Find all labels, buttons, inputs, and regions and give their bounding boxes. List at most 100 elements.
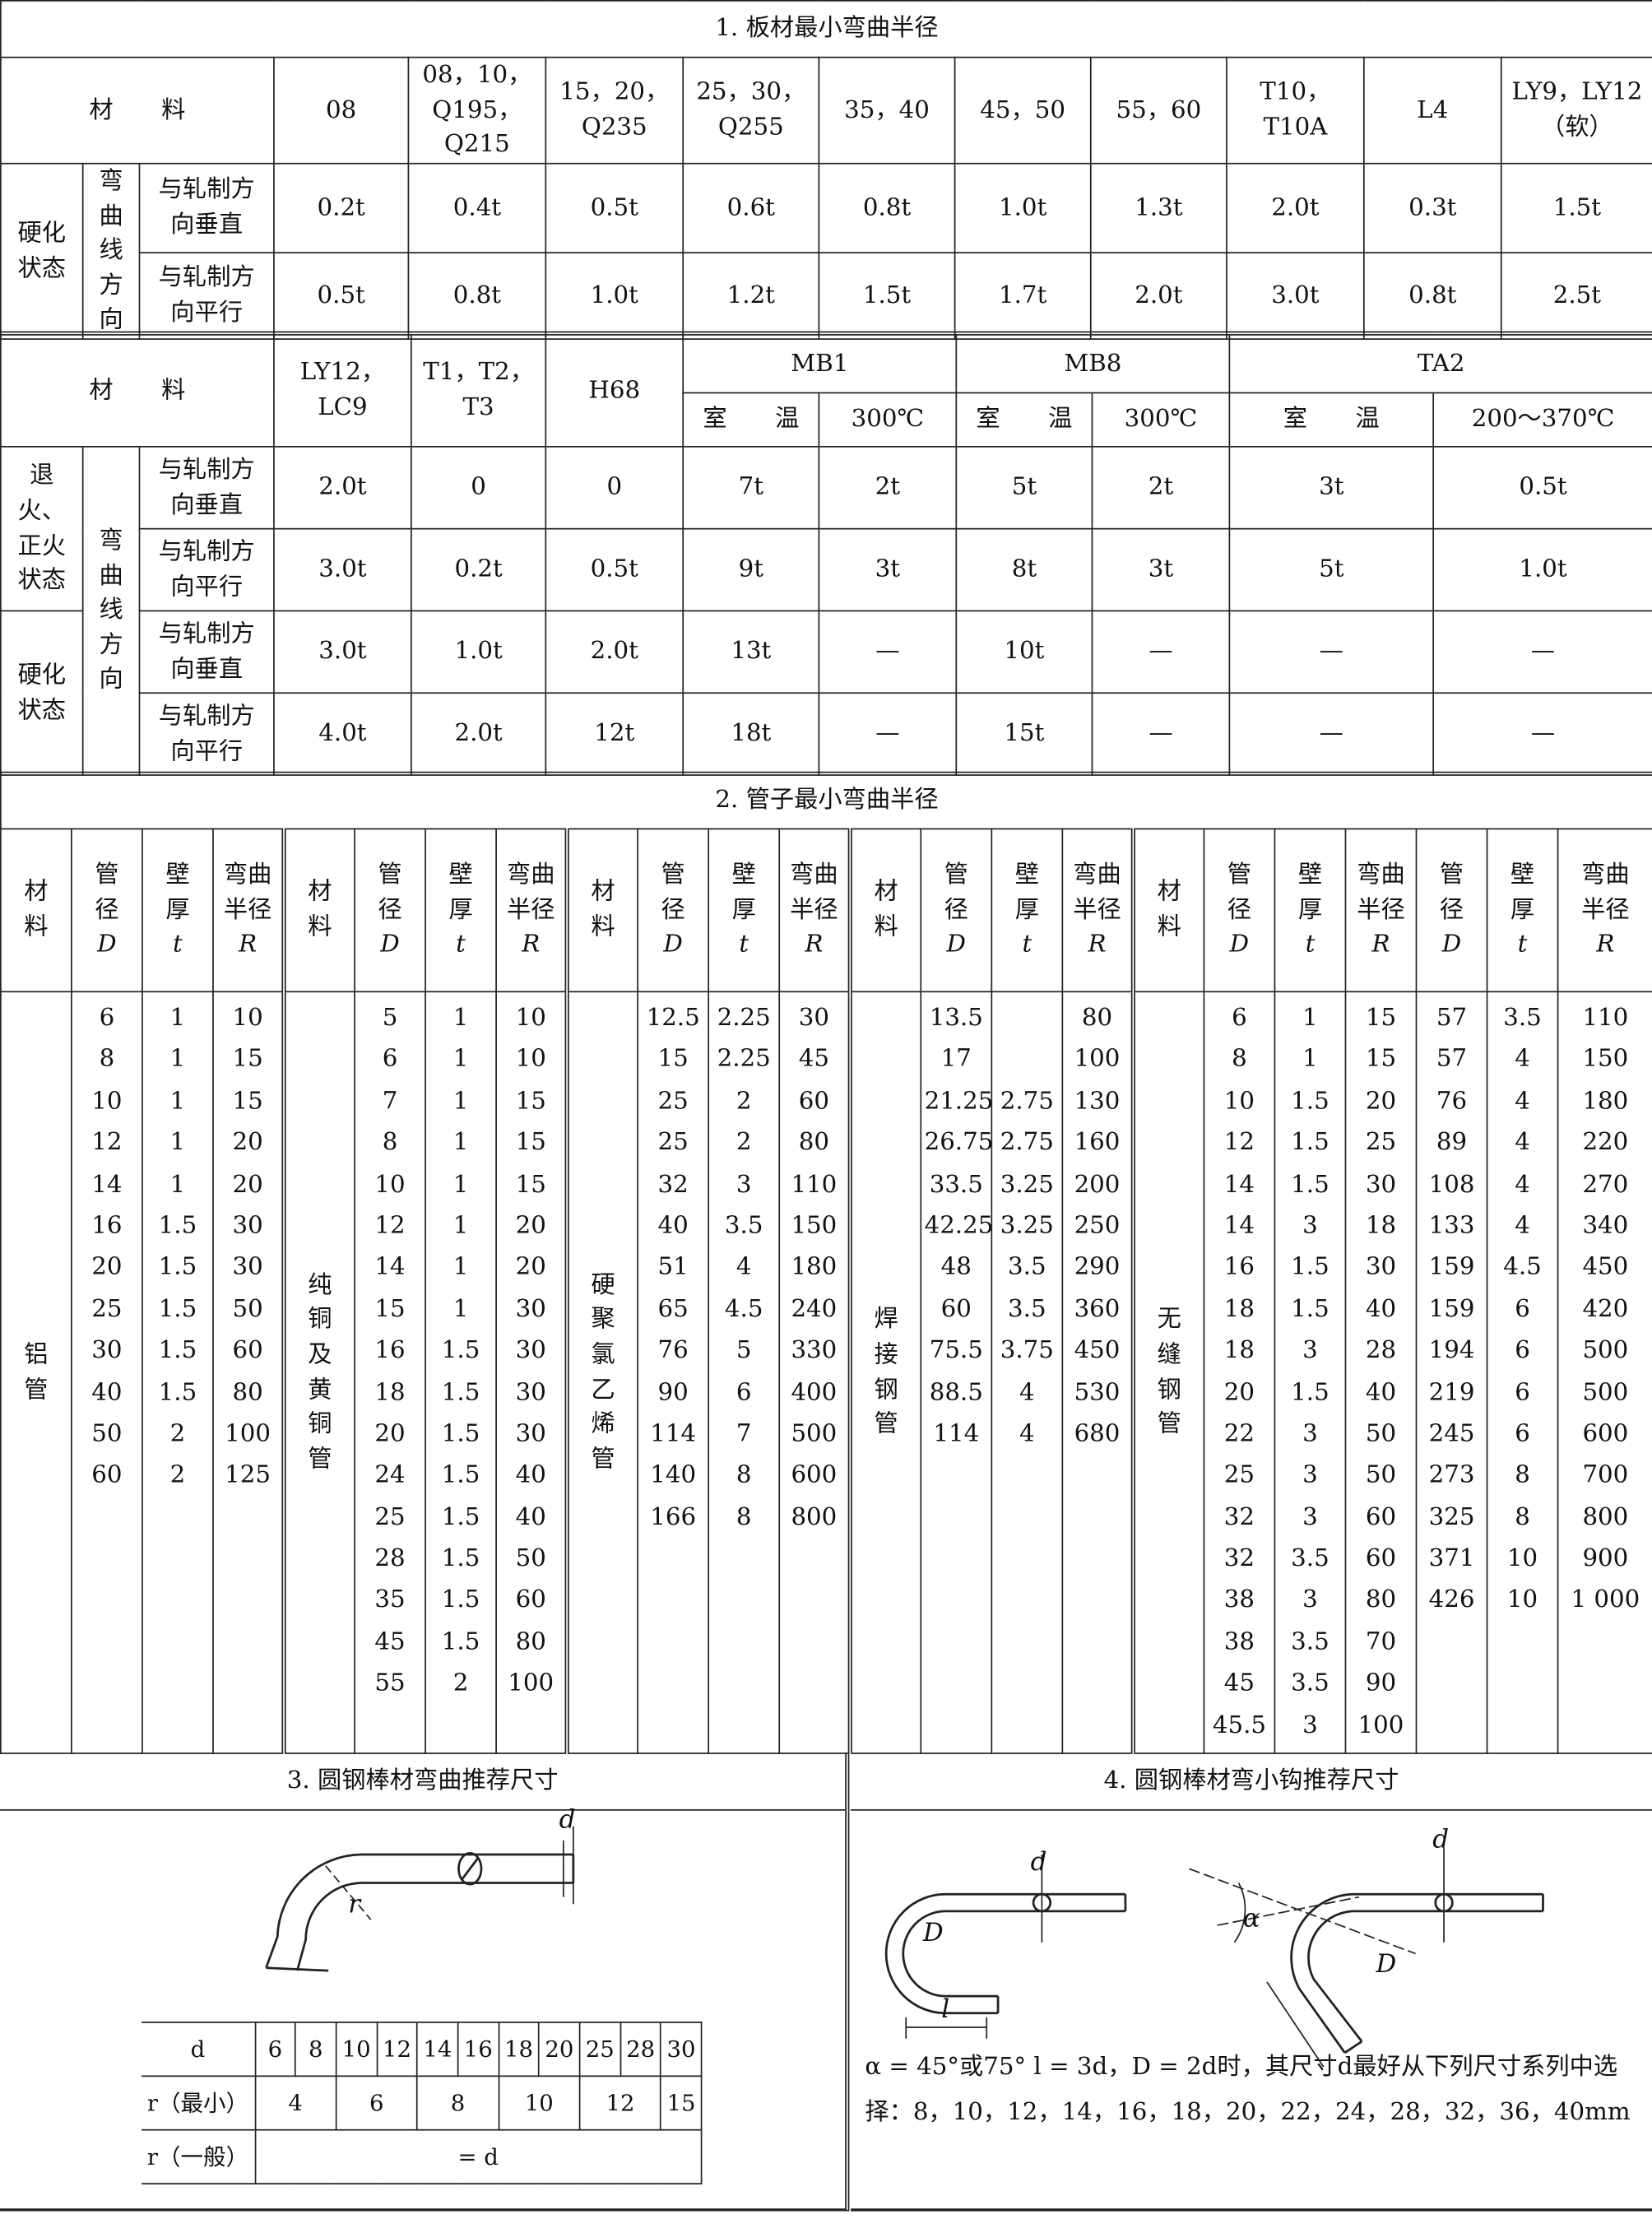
group-cell: 退火、正火状态 <box>0 446 84 612</box>
cell-text: 与轧制方向平行 <box>158 263 255 327</box>
table-value: 18 <box>374 1378 406 1407</box>
section-title: 1. 板材最小弯曲半径 <box>0 0 1652 58</box>
table-value: 30 <box>91 1336 123 1365</box>
table-value: 140 <box>650 1461 697 1490</box>
header-cell: 200～370℃ <box>1432 392 1652 448</box>
table-cell: 0.5t <box>545 527 684 612</box>
material-cell: 铝管 <box>0 991 72 1754</box>
cell-text: 壁厚 <box>165 861 190 925</box>
table-value: 35 <box>374 1585 406 1615</box>
data-column: 10 15 15 20 20 30 30 50 60 80 100 125 <box>212 991 286 1754</box>
table-value: 5 <box>736 1336 752 1365</box>
table-value: 18 <box>1223 1336 1255 1365</box>
table-value: 8 <box>99 1045 115 1074</box>
table-value: 60 <box>515 1585 546 1615</box>
table-value: 325 <box>1428 1502 1475 1532</box>
table-value: 20 <box>515 1253 546 1282</box>
cell-text: 壁厚 <box>1297 861 1323 925</box>
table-row: 硬化状态 与轧制方向垂直 3.0t 1.0t 2.0t 13t —10t — — — <box>0 610 1652 776</box>
cell-text: 管径 <box>1439 861 1464 925</box>
cell-text: 与轧制方向垂直 <box>158 455 255 519</box>
header-cell: 壁厚 t <box>991 828 1064 993</box>
table-cell: 1.5t <box>1500 162 1652 254</box>
table-value: 7 <box>736 1419 752 1449</box>
table-cell: 0 <box>411 446 547 530</box>
cell-text: 管径 <box>1227 861 1252 925</box>
data-column: 12.5 15 25 25 32 40 51 65 76 90 114 140 166 <box>637 991 710 1754</box>
table-cell: 12 <box>375 2022 419 2077</box>
cell-text: 与轧制方向平行 <box>158 702 255 766</box>
table-value: 28 <box>1365 1336 1397 1365</box>
table-cell: 6 <box>253 2022 296 2077</box>
table-value: 1.5 <box>158 1378 197 1407</box>
header-symbol: R <box>1371 931 1390 959</box>
table-value: 150 <box>1582 1045 1629 1074</box>
table-value: 90 <box>657 1378 689 1407</box>
data-column: 13.5 17 21.25 26.75 33.5 42.25 48 60 75.5 88.5 114 <box>920 991 993 1754</box>
table-value: 30 <box>798 1003 829 1033</box>
table-value: 10 <box>1506 1585 1538 1615</box>
table-cell: 0.8t <box>407 252 547 341</box>
table-value: 1.5 <box>1291 1128 1329 1158</box>
table-value: 10 <box>1506 1544 1538 1573</box>
table-value: 60 <box>91 1461 123 1490</box>
table-value: 500 <box>1582 1336 1629 1365</box>
table-value: 180 <box>1582 1087 1629 1116</box>
table-cell: 0.8t <box>818 162 956 254</box>
table-value: 900 <box>1582 1544 1629 1573</box>
cell-text: 弯曲线方向 <box>99 526 123 694</box>
cell-text: 材料 <box>874 878 898 942</box>
table-value <box>995 1040 1059 1082</box>
cell-text: 退火、正火状态 <box>17 462 66 595</box>
table-cell: 1.0t <box>954 162 1092 254</box>
table-cell: 0 <box>545 446 684 530</box>
table-cell: 0.2t <box>411 527 547 612</box>
header-cell: 弯曲半径 R <box>495 828 569 993</box>
header-cell: 壁厚 t <box>1486 828 1559 993</box>
table-value: 166 <box>650 1502 697 1532</box>
table-value: 270 <box>1582 1170 1629 1199</box>
table-cell: 7t <box>682 446 820 530</box>
cell-text: 弯曲半径 <box>223 861 272 925</box>
table-cell: 2.0t <box>411 692 547 776</box>
group-cell: 硬化状态 <box>0 610 84 776</box>
table-value: 8 <box>1515 1461 1530 1490</box>
table-cell: 8 <box>295 2022 337 2077</box>
table-value: 15 <box>374 1294 406 1324</box>
table-row: d 6 8 10 12 14 16 18 20 25 28 30 <box>141 2022 703 2077</box>
table-value: 1.5 <box>158 1336 197 1365</box>
table-value: 2 <box>169 1419 186 1449</box>
note: α = 45°或75° l = 3d，D = 2d时，其尺寸d最好从下列尺寸系列… <box>865 2052 1631 2127</box>
table-value: 3.5 <box>1291 1669 1329 1698</box>
cell-text: 管径 <box>95 861 119 925</box>
table-value: 65 <box>657 1294 689 1324</box>
header-cell: T10，T10A <box>1226 56 1365 165</box>
table-body: 材 料 LY12，LC9 T1，T2，T3 H68 MB1 MB8 TA2 室 温 300℃ 室 … <box>0 332 1652 776</box>
table-cell: 2.0t <box>273 446 412 530</box>
table-1b: 材 料 LY12，LC9 T1，T2，T3 H68 MB1 MB8 TA2 室 温 300℃ 室 … <box>0 331 1652 776</box>
data-column: 30 45 60 80 110 150 180 240 330 400 500 600 800 <box>778 991 852 1754</box>
cell-text: 焊接钢管 <box>874 1305 898 1439</box>
row-label: 与轧制方向平行 <box>138 527 275 612</box>
table-value: 1 <box>169 1003 186 1033</box>
table-value: 10 <box>1223 1087 1255 1116</box>
table-value: 18 <box>1223 1294 1255 1324</box>
table-value: 20 <box>374 1419 406 1449</box>
header-cell: 材料 <box>566 828 639 993</box>
table-value: 16 <box>91 1211 123 1241</box>
table-cell: 10t <box>955 610 1093 694</box>
header-cell: T1，T2，T3 <box>411 332 547 448</box>
table-value: 38 <box>1223 1627 1255 1656</box>
table-value: 50 <box>1365 1419 1397 1449</box>
table-value: 55 <box>374 1669 406 1698</box>
header-cell: TA2 <box>1228 332 1652 394</box>
data-column: 2.75 2.75 3.25 3.25 3.5 3.5 3.75 4 4 <box>991 991 1064 1754</box>
table-value: 6 <box>1515 1419 1530 1449</box>
data-column: 2.25 2.25 2 2 3 3.5 4 4.5 5 6 7 8 8 <box>708 991 781 1754</box>
table-row: 室 温 300℃ 室 温 300℃ 室 温 200～370℃ <box>1 392 1652 448</box>
header-cell: 55，60 <box>1089 56 1227 165</box>
table-cell: 18 <box>498 2022 541 2077</box>
table-value: 14 <box>1223 1170 1255 1199</box>
table-value: 20 <box>91 1253 123 1282</box>
table-value: 60 <box>1365 1544 1397 1573</box>
